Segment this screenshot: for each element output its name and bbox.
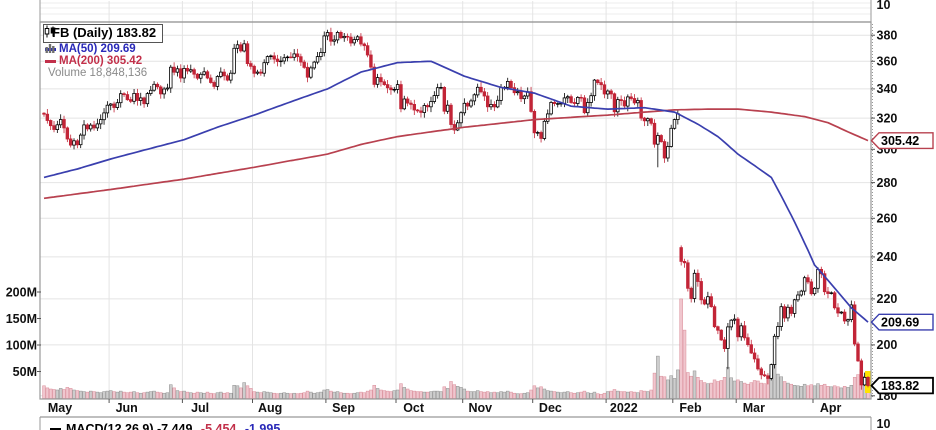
svg-text:Dec: Dec (539, 401, 562, 415)
svg-text:260: 260 (877, 212, 898, 226)
volume-legend-row: Volume 18,848,136 (45, 44, 148, 79)
ma200-line (43, 108, 869, 200)
macd-hist-value: -1.995 (244, 422, 281, 430)
svg-text:380: 380 (877, 28, 898, 42)
ma200-line-icon (45, 59, 56, 63)
svg-text:May: May (48, 401, 72, 415)
svg-text:Apr: Apr (820, 401, 842, 415)
macd-legend-row: MACD(12,26,9) -7.449, -5.454, -1.995 (50, 422, 280, 430)
svg-text:320: 320 (877, 111, 898, 125)
volume-axis-labels: 200M 150M 100M 50M (6, 285, 37, 379)
svg-text:10: 10 (877, 0, 891, 12)
svg-text:220: 220 (877, 292, 898, 306)
svg-text:200M: 200M (6, 285, 37, 299)
svg-text:360: 360 (877, 55, 898, 69)
price-callout: 183.82 (870, 376, 934, 395)
overlay-legend: MA(50) 209.69 MA(200) 305.42 Volume 18,8… (45, 43, 147, 79)
symbol-legend-label: FB (Daily) 183.82 (52, 25, 157, 40)
panel-borders (39, 0, 872, 430)
svg-text:305.42: 305.42 (881, 134, 919, 148)
svg-text:340: 340 (877, 82, 898, 96)
macd-line-icon (50, 428, 61, 430)
macd-value-label: MACD(12,26,9) -7.449, (66, 422, 196, 430)
ma50-line (43, 60, 869, 323)
svg-text:10: 10 (877, 417, 891, 430)
svg-text:183.82: 183.82 (881, 379, 919, 393)
volume-legend-label: Volume 18,848,136 (48, 67, 148, 79)
svg-text:Jul: Jul (191, 401, 209, 415)
svg-text:100M: 100M (6, 338, 37, 352)
ma200-legend-row: MA(200) 305.42 (45, 55, 147, 67)
macd-signal-value: -5.454, (200, 422, 240, 430)
price-callouts: 305.42 209.69 183.82 (870, 132, 934, 395)
svg-text:200: 200 (877, 338, 898, 352)
price-callout: 209.69 (870, 313, 934, 331)
svg-text:Aug: Aug (258, 401, 282, 415)
volume-bars (42, 298, 870, 399)
ma50-legend-row: MA(50) 209.69 (45, 43, 147, 55)
axis-ticks (37, 24, 875, 403)
candles (42, 27, 870, 390)
svg-text:Sep: Sep (332, 401, 355, 415)
ma50-legend-label: MA(50) 209.69 (59, 43, 136, 55)
svg-text:280: 280 (877, 176, 898, 190)
chart-legend-box: FB (Daily) 183.82 (43, 24, 164, 43)
x-axis-month-labels: May Jun Jul Aug Sep Oct Nov Dec 2022 Feb Mar Apr (48, 401, 842, 415)
svg-text:Mar: Mar (743, 401, 765, 415)
svg-text:2022: 2022 (610, 401, 638, 415)
svg-text:Nov: Nov (469, 401, 493, 415)
svg-text:209.69: 209.69 (881, 315, 919, 329)
svg-text:Oct: Oct (403, 401, 425, 415)
ma200-legend-label: MA(200) 305.42 (59, 55, 143, 67)
svg-text:240: 240 (877, 250, 898, 264)
svg-text:50M: 50M (13, 365, 37, 379)
svg-text:Jun: Jun (116, 401, 138, 415)
svg-text:Feb: Feb (679, 401, 702, 415)
svg-text:150M: 150M (6, 312, 37, 326)
price-callout: 305.42 (870, 132, 934, 150)
